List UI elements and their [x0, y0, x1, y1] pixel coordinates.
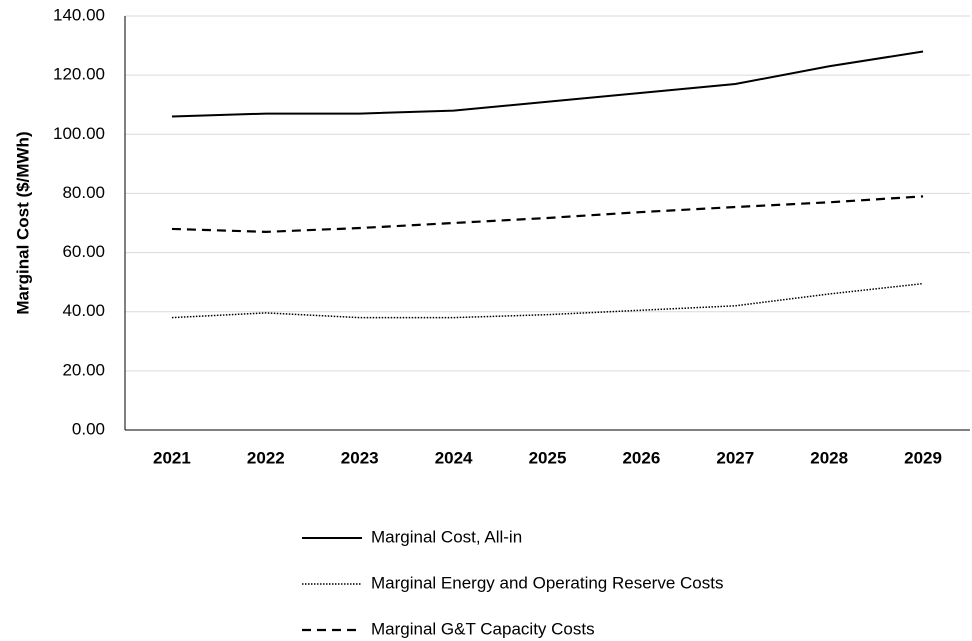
series-line: [171, 282, 924, 319]
x-tick-label: 2026: [622, 448, 660, 467]
y-tick-label: 140.00: [53, 5, 105, 24]
x-tick-label: 2023: [341, 448, 379, 467]
y-tick-label: 60.00: [62, 242, 105, 261]
legend-label: Marginal Energy and Operating Reserve Co…: [371, 573, 723, 592]
y-tick-label: 20.00: [62, 360, 105, 379]
x-tick-label: 2029: [904, 448, 942, 467]
legend-label: Marginal G&T Capacity Costs: [371, 619, 595, 638]
x-tick-label: 2025: [529, 448, 567, 467]
y-axis-label: Marginal Cost ($/MWh): [13, 131, 32, 314]
y-tick-label: 100.00: [53, 124, 105, 143]
y-tick-label: 40.00: [62, 301, 105, 320]
x-tick-label: 2022: [247, 448, 285, 467]
series-line: [171, 195, 924, 233]
x-tick-label: 2024: [435, 448, 473, 467]
series-line: [171, 50, 924, 118]
y-tick-label: 120.00: [53, 65, 105, 84]
x-tick-label: 2028: [810, 448, 848, 467]
y-tick-label: 0.00: [72, 419, 105, 438]
legend-label: Marginal Cost, All-in: [371, 527, 522, 546]
x-tick-label: 2021: [153, 448, 191, 467]
y-tick-label: 80.00: [62, 183, 105, 202]
x-tick-label: 2027: [716, 448, 754, 467]
